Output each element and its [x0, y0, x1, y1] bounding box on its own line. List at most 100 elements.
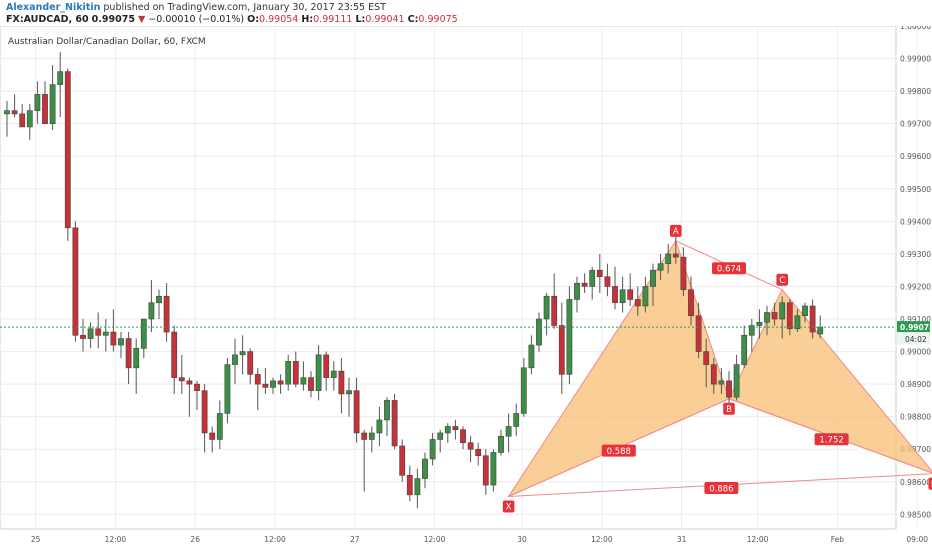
- candle-body: [490, 452, 497, 486]
- candle: [802, 302, 808, 323]
- pattern-labels: X A B C D 0.588 0.674 1.752 0.886: [502, 224, 932, 513]
- candle-body: [72, 227, 79, 336]
- y-tick-label: 0.99000: [900, 348, 931, 357]
- candle-body: [574, 282, 580, 300]
- candle-body: [87, 328, 94, 339]
- x-tick-label: 12:00: [105, 535, 127, 544]
- candle: [11, 94, 18, 118]
- candle-body: [95, 328, 102, 336]
- open-value: 0.99054: [259, 14, 299, 25]
- y-tick-label: 1.00000: [900, 26, 931, 31]
- candle-body: [817, 326, 824, 335]
- candle: [794, 309, 801, 333]
- candle: [148, 279, 155, 333]
- high-label: H:: [301, 14, 314, 25]
- candle-body: [406, 474, 413, 496]
- candle: [216, 400, 223, 450]
- candle: [490, 449, 497, 492]
- candle: [34, 81, 41, 124]
- candle-body: [209, 432, 216, 440]
- candle-body: [619, 289, 626, 304]
- candle: [26, 104, 33, 140]
- candle: [475, 442, 482, 466]
- candle: [262, 367, 269, 394]
- y-tick-label: 0.99700: [900, 120, 931, 129]
- candle: [665, 244, 672, 274]
- candle-body: [323, 354, 330, 378]
- x-tick-label: 25: [31, 535, 41, 544]
- candle-body: [391, 400, 398, 447]
- candle: [224, 358, 231, 424]
- candle-body: [505, 426, 512, 437]
- candle-body: [125, 338, 132, 369]
- last-price-tag: [897, 321, 930, 333]
- candle-body: [277, 380, 284, 385]
- candle-body: [612, 286, 618, 304]
- candle: [543, 292, 550, 336]
- candle-body: [695, 315, 702, 352]
- candle-body: [308, 377, 314, 391]
- point-label-a-bg: [670, 224, 682, 237]
- point-label-a: A: [673, 227, 679, 237]
- candle-body: [26, 110, 33, 128]
- y-tick-label: 0.98700: [900, 445, 931, 454]
- candle: [209, 426, 216, 453]
- candle-body: [467, 442, 474, 450]
- candle-body: [338, 370, 345, 395]
- price-tag: 0.99075 04:02: [0, 321, 932, 345]
- candle: [353, 377, 360, 443]
- candle-body: [353, 390, 360, 434]
- candle: [186, 377, 193, 417]
- candle-body: [672, 253, 679, 258]
- candle-body: [688, 289, 694, 317]
- point-label-d: D: [931, 480, 932, 490]
- candle: [118, 332, 124, 359]
- candle: [406, 465, 413, 502]
- y-tick-label: 0.99800: [900, 87, 931, 96]
- candle-body: [460, 429, 466, 444]
- candle-body: [536, 318, 542, 346]
- candle: [57, 52, 64, 118]
- candle: [323, 351, 330, 391]
- candle: [232, 338, 238, 385]
- y-tick-label: 0.99600: [900, 152, 931, 161]
- candle: [627, 273, 634, 306]
- author-link[interactable]: Alexander_Nikitin: [6, 2, 101, 13]
- candle: [703, 338, 710, 388]
- publish-info: published on TradingView.com, January 30…: [100, 2, 386, 13]
- x-tick-label: 12:00: [264, 535, 286, 544]
- candle-body: [680, 256, 687, 291]
- candle-body: [254, 374, 261, 385]
- candle: [528, 335, 535, 375]
- candle: [482, 449, 489, 495]
- point-label-x: X: [506, 503, 512, 513]
- candle-body: [216, 413, 223, 440]
- candle: [201, 384, 208, 453]
- candle-body: [156, 295, 162, 304]
- y-tick-label: 0.99900: [900, 55, 931, 64]
- candle-body: [566, 299, 573, 375]
- candle: [49, 65, 56, 131]
- candle: [64, 68, 71, 241]
- candle: [247, 348, 254, 385]
- candle-body: [520, 367, 527, 414]
- candle: [460, 426, 466, 450]
- candle-body: [429, 439, 436, 460]
- x-tick-label: 12:00: [591, 535, 613, 544]
- candle: [399, 439, 406, 482]
- low-label: L:: [355, 14, 366, 25]
- close-label: C:: [407, 14, 419, 25]
- candle: [338, 358, 345, 414]
- candle: [163, 283, 170, 342]
- ratio-label: 0.886: [709, 484, 733, 494]
- candle: [330, 361, 337, 391]
- candle: [140, 318, 147, 359]
- point-label-c: C: [779, 276, 785, 286]
- chart-title: Australian Dollar/Canadian Dollar, 60, F…: [8, 37, 206, 47]
- y-tick-label: 0.98900: [900, 380, 931, 389]
- point-label-x-bg: [502, 500, 515, 513]
- candle-body: [133, 348, 140, 369]
- candlestick-chart[interactable]: 1.00000 0.99900 0.99800 0.99700 0.99600 0.995…: [0, 26, 932, 550]
- candle: [270, 377, 276, 394]
- candle: [292, 351, 299, 388]
